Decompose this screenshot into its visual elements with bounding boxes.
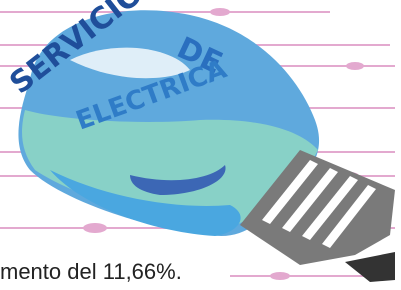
page: SERVICIO DE ELECTRICA mento del 11,66%.	[0, 0, 401, 290]
caption: mento del 11,66%.	[0, 259, 182, 284]
